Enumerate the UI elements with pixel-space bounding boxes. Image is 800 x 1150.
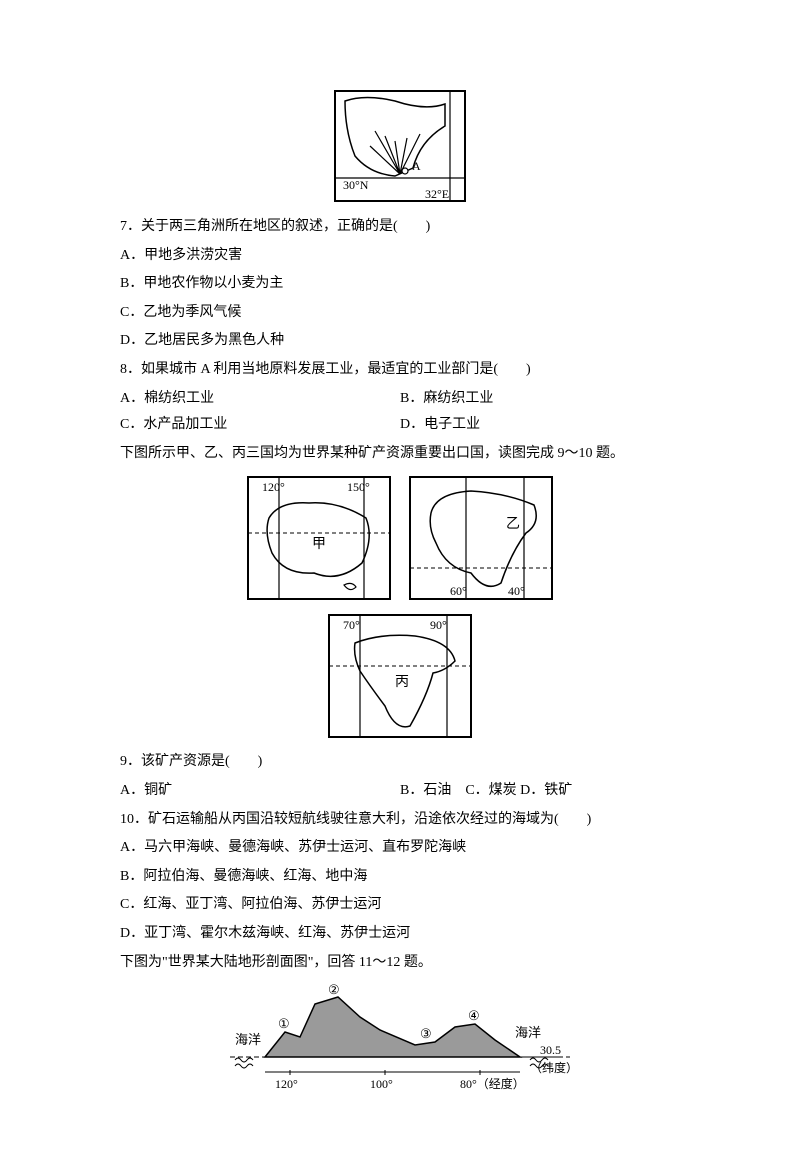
q10-opt-c: C．红海、亚丁湾、阿拉伯海、苏伊士运河 <box>120 892 680 919</box>
label-32e: 32°E <box>425 187 449 201</box>
jia-label: 甲 <box>312 537 326 552</box>
xtick-2: 100° <box>370 1077 393 1091</box>
yi-label: 乙 <box>506 516 520 532</box>
q9-opt-rest: B．石油 C．煤炭 D．铁矿 <box>400 778 680 805</box>
q8-opt-c: C．水产品加工业 <box>120 412 400 439</box>
q7-opt-c: C．乙地为季风气候 <box>120 300 680 327</box>
q8-opt-b: B．麻纺织工业 <box>400 386 680 413</box>
q9-opt-a: A．铜矿 <box>120 778 400 805</box>
q7-opt-d: D．乙地居民多为黑色人种 <box>120 328 680 355</box>
xtick-1: 120° <box>275 1077 298 1091</box>
profile-n2: ② <box>328 982 340 997</box>
q9-text: 9．该矿产资源是( ) <box>120 749 680 776</box>
q10-opt-a: A．马六甲海峡、曼德海峡、苏伊士运河、直布罗陀海峡 <box>120 835 680 862</box>
q10-opt-d: D．亚丁湾、霍尔木兹海峡、红海、苏伊士运河 <box>120 921 680 948</box>
label-30n: 30°N <box>343 178 369 192</box>
lat-label: 30.5 <box>540 1043 561 1057</box>
profile-n3: ③ <box>420 1026 432 1041</box>
q8-opt-d: D．电子工业 <box>400 412 680 439</box>
ocean-left: 海洋 <box>235 1032 261 1047</box>
q8-text: 8．如果城市 A 利用当地原料发展工业，最适宜的工业部门是( ) <box>120 357 680 384</box>
jia-l2: 150° <box>347 480 370 494</box>
bing-label: 丙 <box>395 675 409 690</box>
profile-n4: ④ <box>468 1008 480 1023</box>
q7-text: 7．关于两三角洲所在地区的叙述，正确的是( ) <box>120 214 680 241</box>
q7-opt-b: B．甲地农作物以小麦为主 <box>120 271 680 298</box>
q10-opt-b: B．阿拉伯海、曼德海峡、红海、地中海 <box>120 864 680 891</box>
marker-a: A <box>412 159 421 173</box>
bing-l2: 90° <box>430 618 447 632</box>
profile-n1: ① <box>278 1016 290 1031</box>
bing-l1: 70° <box>343 618 360 632</box>
figure-profile: 海洋 海洋 ① ② ③ ④ 120° 100° 80°（经度） 30.5 （纬度… <box>120 982 680 1102</box>
q8-opt-a: A．棉纺织工业 <box>120 386 400 413</box>
yi-l2: 40° <box>508 584 525 598</box>
figure-delta: A 30°N 32°E <box>120 86 680 206</box>
figure-countries: 120° 150° 甲 60° 40° 乙 <box>120 473 680 603</box>
stem-11-12: 下图为"世界某大陆地形剖面图"，回答 11～12 题。 <box>120 950 680 977</box>
stem-9-10: 下图所示甲、乙、丙三国均为世界某种矿产资源重要出口国，读图完成 9～10 题。 <box>120 441 680 468</box>
q10-text: 10．矿石运输船从丙国沿较短航线驶往意大利，沿途依次经过的海域为( ) <box>120 807 680 834</box>
figure-countries-row2: 70° 90° 丙 <box>120 611 680 741</box>
jia-l1: 120° <box>262 480 285 494</box>
lat-caption: （纬度） <box>530 1060 578 1075</box>
ocean-right: 海洋 <box>515 1025 541 1040</box>
xtick-3: 80°（经度） <box>460 1076 525 1091</box>
q7-opt-a: A．甲地多洪涝灾害 <box>120 243 680 270</box>
yi-l1: 60° <box>450 584 467 598</box>
